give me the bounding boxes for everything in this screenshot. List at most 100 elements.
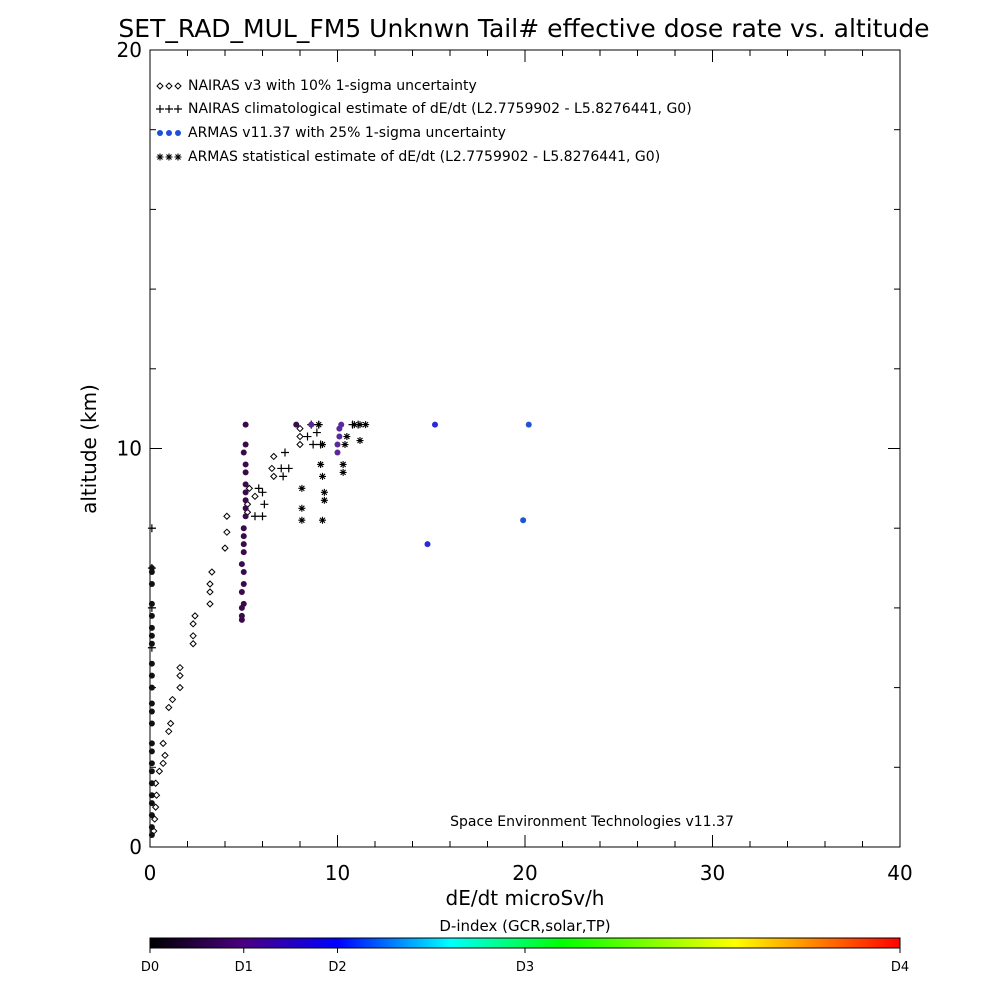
x-tick-label: 30: [700, 861, 725, 885]
data-point-asterisk: [320, 496, 328, 504]
legend-glyph-diamond: [165, 82, 173, 90]
data-point-asterisk: [319, 516, 326, 524]
legend-marker-plus: [156, 105, 182, 113]
data-point-diamond: [270, 472, 278, 481]
data-point-dot: [242, 505, 249, 512]
series-diamond: [150, 424, 304, 835]
data-point-dot: [148, 812, 155, 819]
data-point-dot: [148, 580, 155, 587]
data-point-dot: [148, 740, 155, 747]
data-point-diamond: [296, 432, 304, 441]
legend-glyph-asterisk: [156, 153, 164, 161]
legend-marker-diamond: [156, 82, 182, 90]
data-point-plus: [279, 472, 288, 481]
data-point-diamond: [176, 671, 184, 680]
data-point-diamond: [189, 640, 197, 648]
data-point-plus: [309, 440, 318, 449]
y-tick-label: 10: [117, 437, 142, 461]
colorbar: [149, 937, 901, 949]
data-point-dot: [148, 708, 155, 715]
legend-marker-dot: [157, 130, 181, 136]
data-point-plus: [281, 448, 289, 457]
legend-glyph-diamond: [174, 82, 182, 90]
data-point-asterisk: [298, 516, 306, 524]
data-point-diamond: [166, 719, 175, 728]
data-point-dot: [148, 768, 155, 775]
data-point-dot: [148, 612, 155, 619]
x-tick-label: 40: [887, 861, 912, 885]
data-point-dot: [148, 632, 155, 639]
data-point-dot: [240, 541, 247, 548]
data-point-diamond: [206, 588, 214, 596]
data-point-diamond: [268, 464, 276, 473]
data-point-diamond: [251, 492, 259, 501]
data-point-dot: [148, 832, 155, 839]
data-point-diamond: [206, 600, 214, 608]
data-point-dot: [148, 720, 155, 727]
data-point-diamond: [223, 528, 231, 536]
data-point-plus: [258, 512, 267, 521]
data-point-asterisk: [339, 468, 347, 476]
data-point-diamond: [208, 568, 216, 576]
chart-title: SET_RAD_MUL_FM5 Unknwn Tail# effective d…: [118, 14, 929, 43]
plot-frame: [149, 49, 901, 848]
data-point-diamond: [161, 751, 169, 760]
data-point-dot: [242, 489, 249, 496]
credit-annotation: Space Environment Technologies v11.37: [450, 814, 734, 830]
x-tick-label: 10: [325, 861, 350, 885]
data-point-dot: [336, 433, 343, 440]
data-point-diamond: [189, 632, 197, 640]
axes: 0 10 20 30 40 0 10 20: [117, 38, 913, 885]
legend-glyph-diamond: [156, 82, 164, 90]
data-point-dot: [148, 565, 155, 572]
data-point-dot: [148, 660, 155, 667]
legend-glyph-plus: [156, 105, 164, 113]
legend-label-armas: ARMAS v11.37 with 25% 1-sigma uncertaint…: [188, 125, 506, 141]
data-point-plus: [260, 500, 269, 509]
data-point-dot: [240, 580, 247, 587]
data-point-asterisk: [320, 488, 328, 496]
data-point-dot: [242, 513, 249, 520]
legend-glyph-plus: [174, 105, 182, 113]
data-point-dot: [148, 800, 155, 807]
x-tick-label: 0: [144, 861, 157, 885]
data-point-asterisk: [298, 484, 306, 492]
data-point-dot: [148, 600, 155, 607]
data-point-dot: [242, 497, 249, 504]
data-point-dot: [424, 541, 431, 548]
data-point-dot: [293, 421, 300, 428]
data-point-diamond: [159, 739, 167, 748]
data-point-dot: [308, 421, 315, 428]
data-point-asterisk: [341, 441, 349, 449]
y-tick-label: 20: [117, 38, 142, 62]
data-point-diamond: [270, 452, 278, 461]
legend-label-armas-statistical: ARMAS statistical estimate of dE/dt (L2.…: [188, 149, 660, 165]
data-points: [147, 420, 532, 839]
legend-glyph-asterisk: [174, 153, 182, 161]
data-point-dot: [148, 624, 155, 631]
legend-marker-asterisk: [156, 153, 182, 161]
series-plus: [147, 420, 363, 652]
data-point-diamond: [191, 612, 199, 620]
data-point-dot: [238, 561, 245, 568]
colorbar-tick-label: D2: [328, 960, 346, 975]
data-point-plus: [277, 464, 286, 473]
data-point-asterisk: [356, 437, 364, 445]
data-point-plus: [284, 464, 293, 473]
data-point-diamond: [206, 580, 214, 588]
legend-glyph-dot: [166, 130, 172, 136]
legend-item-nairas-v3: NAIRAS v3 with 10% 1-sigma uncertainty: [156, 78, 477, 94]
legend-glyph-dot: [175, 130, 181, 136]
data-point-dot: [148, 748, 155, 755]
legend-glyph-plus: [165, 105, 173, 113]
series-dot: [148, 421, 532, 839]
data-point-dot: [242, 441, 249, 448]
data-point-dot: [148, 824, 155, 831]
data-point-dot: [148, 792, 155, 799]
data-point-diamond: [223, 512, 231, 520]
colorbar-tick-label: D4: [891, 960, 909, 975]
data-point-dot: [240, 549, 247, 556]
colorbar-label: D-index (GCR,solar,TP): [439, 917, 610, 935]
